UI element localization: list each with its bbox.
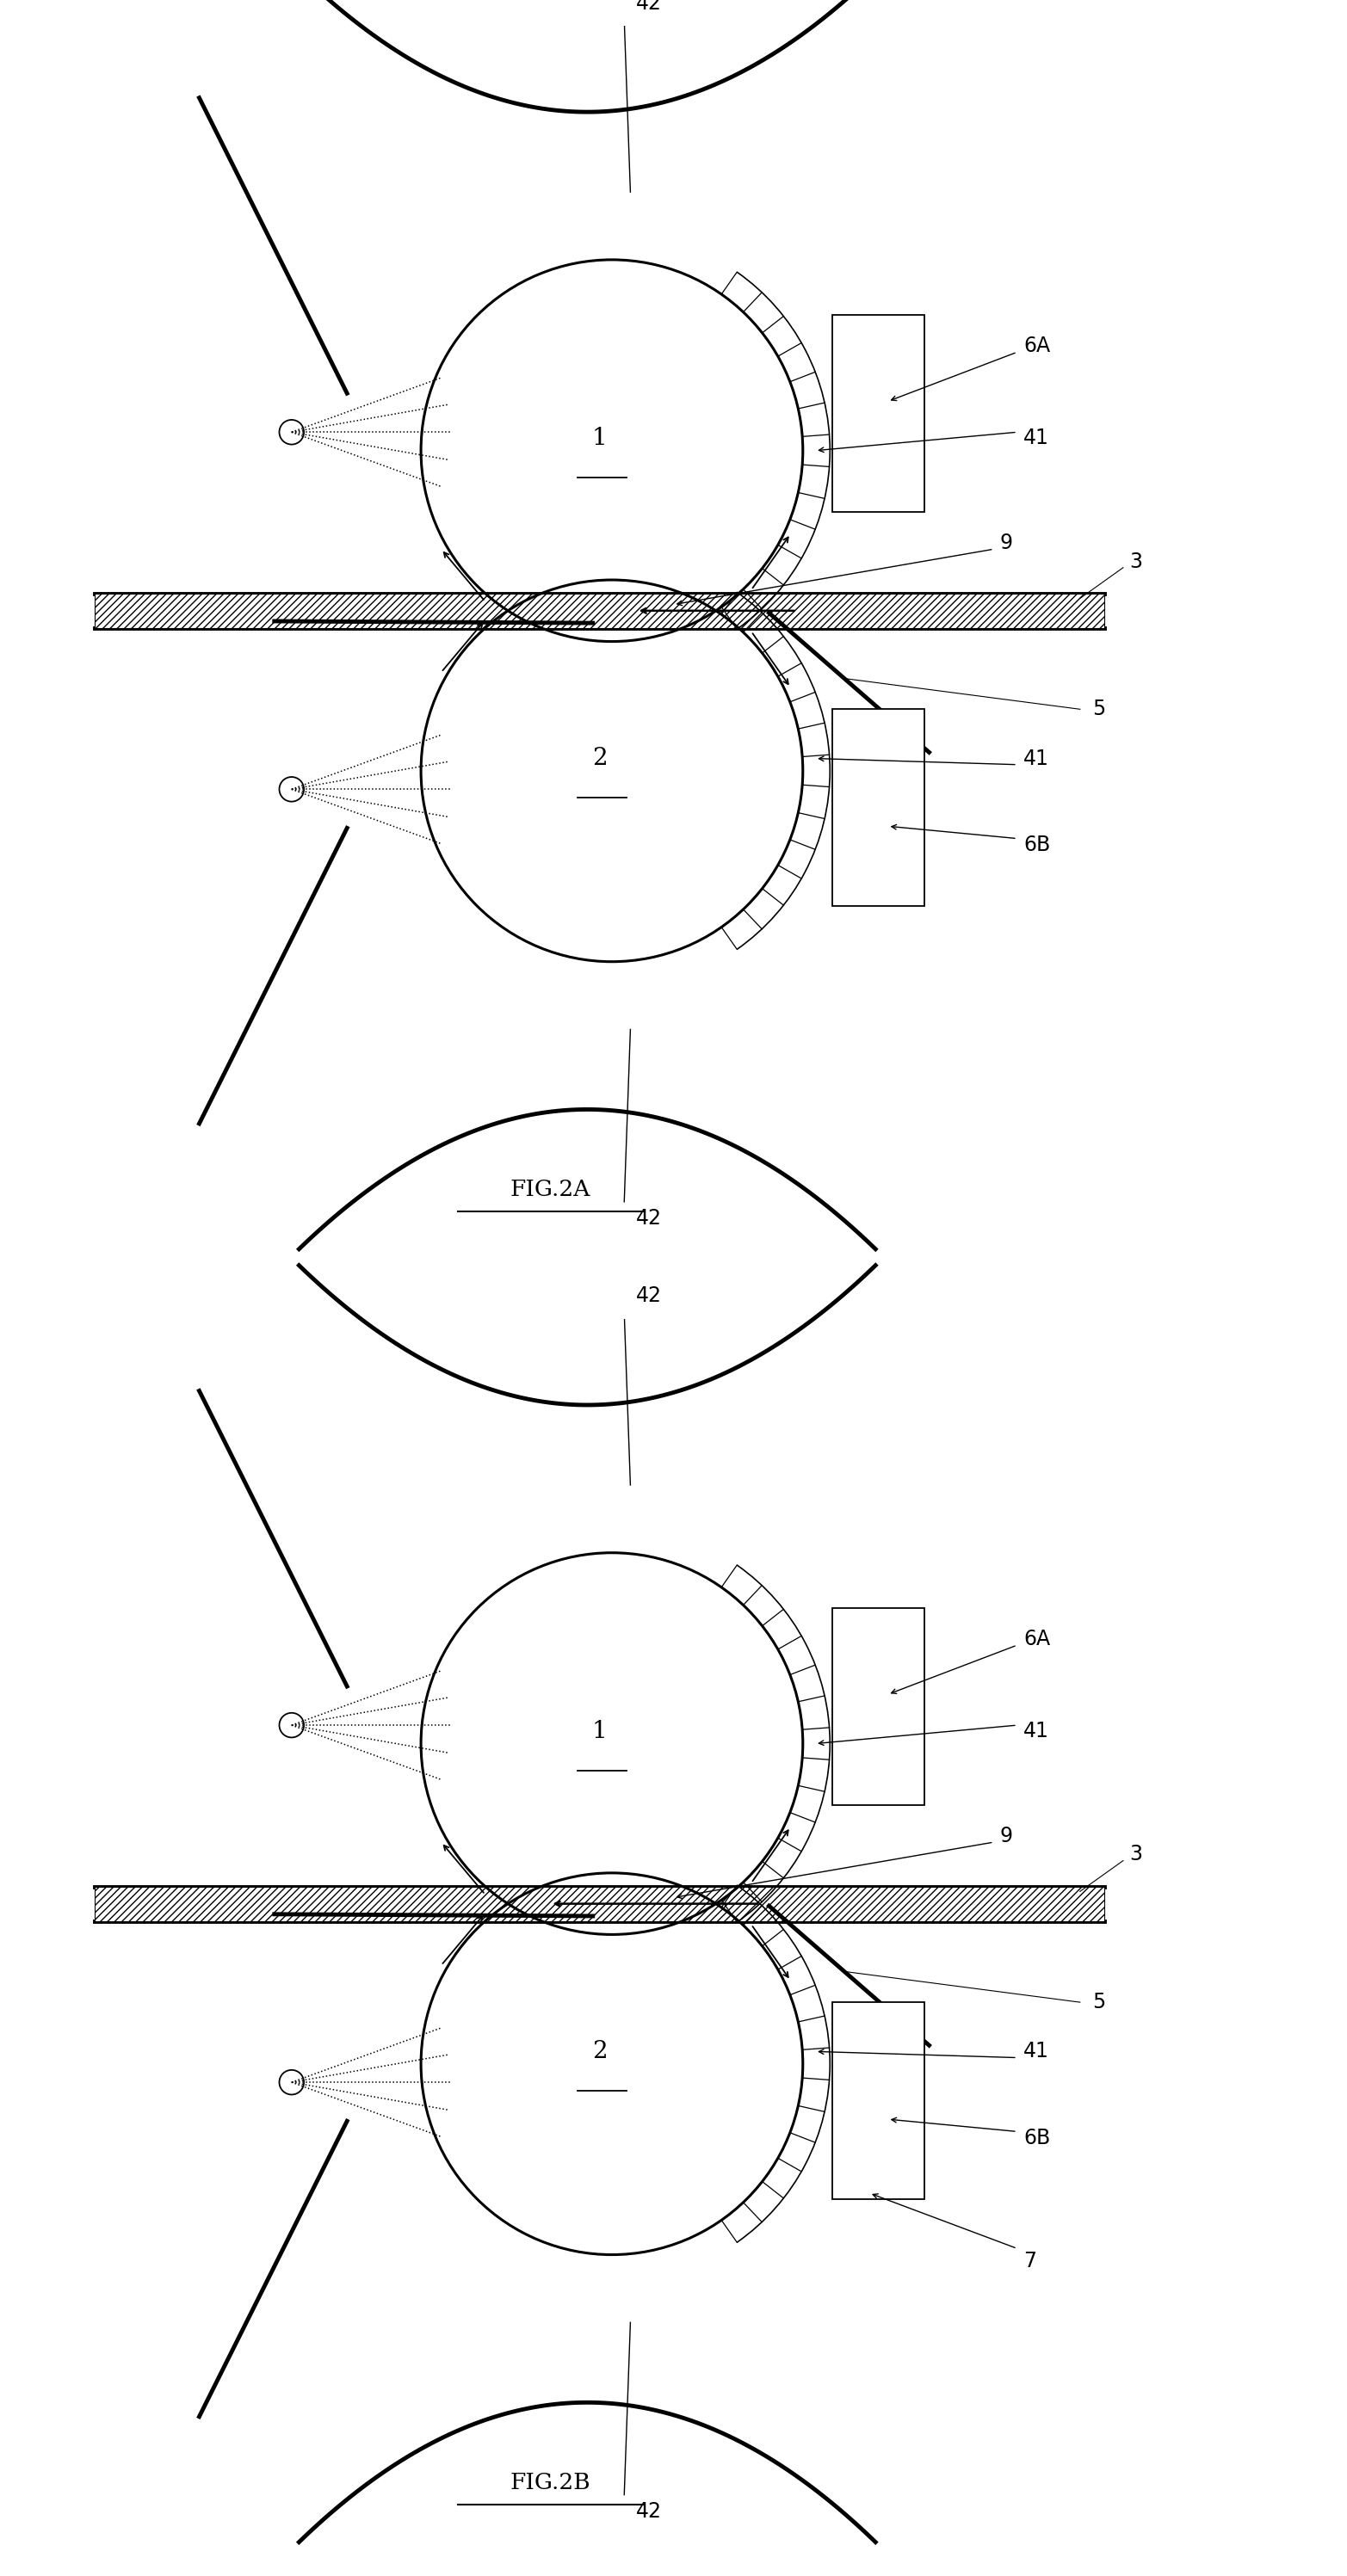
Bar: [832, 314, 925, 513]
Text: FIG.2A: FIG.2A: [511, 1180, 590, 1200]
Text: 41: 41: [1024, 747, 1049, 768]
Text: 6B: 6B: [1024, 835, 1051, 855]
Text: 7: 7: [1024, 2251, 1036, 2272]
Bar: [94, 592, 1105, 629]
Text: 2: 2: [591, 2040, 607, 2063]
Text: 2: 2: [591, 747, 607, 770]
Text: 3: 3: [1129, 551, 1142, 572]
Text: 1: 1: [591, 428, 607, 451]
Bar: [94, 1886, 1105, 1922]
Text: 3: 3: [1129, 1844, 1142, 1865]
Text: 42: 42: [636, 0, 661, 13]
Text: FIG.2B: FIG.2B: [511, 2473, 590, 2494]
Text: 9: 9: [999, 1826, 1013, 1847]
Text: 41: 41: [1024, 428, 1049, 448]
Text: 6A: 6A: [1024, 335, 1051, 355]
Text: 42: 42: [636, 1208, 661, 1229]
Bar: [832, 708, 925, 907]
Text: 5: 5: [1092, 1991, 1106, 2012]
Text: 41: 41: [1024, 1721, 1049, 1741]
Text: 5: 5: [1092, 698, 1106, 719]
Text: 42: 42: [636, 2501, 661, 2522]
Bar: [832, 2002, 925, 2200]
Text: 9: 9: [999, 533, 1013, 554]
Text: 6B: 6B: [1024, 2128, 1051, 2148]
Text: 1: 1: [591, 1721, 607, 1744]
Bar: [832, 1607, 925, 1806]
Text: 42: 42: [636, 1285, 661, 1306]
Text: 6A: 6A: [1024, 1628, 1051, 1649]
Text: 41: 41: [1024, 2040, 1049, 2061]
